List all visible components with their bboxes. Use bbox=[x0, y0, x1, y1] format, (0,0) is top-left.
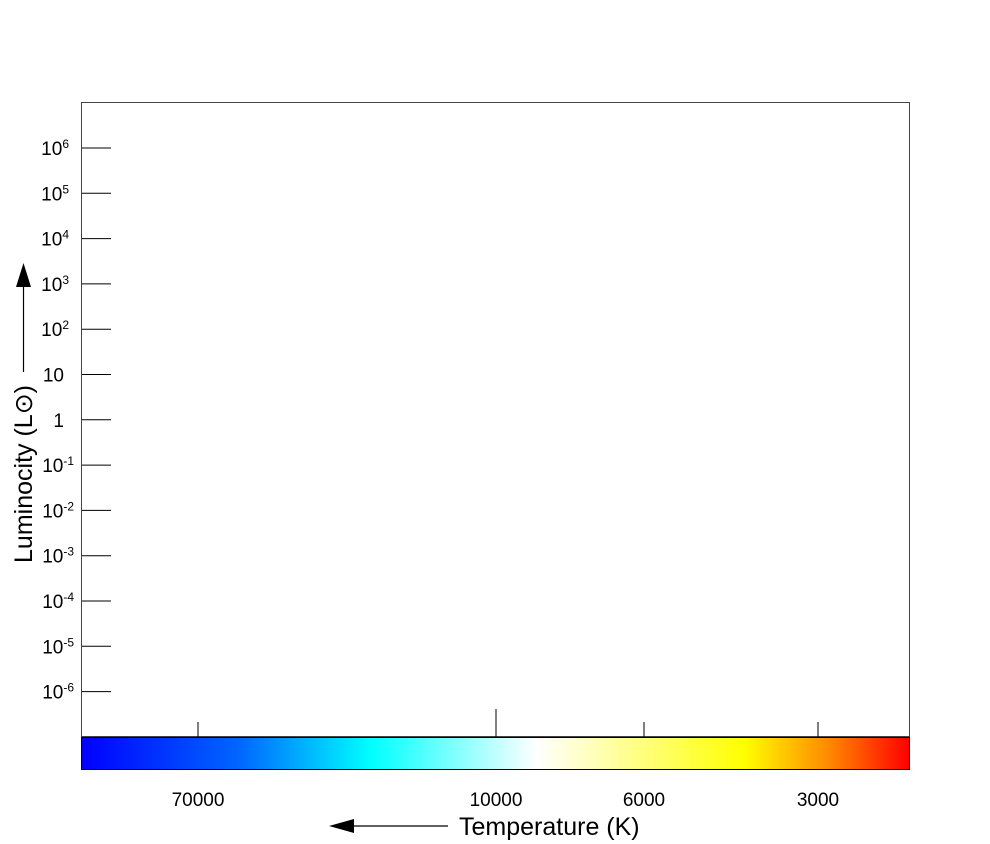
x-tick-label: 6000 bbox=[623, 790, 665, 811]
y-tick-label: 10-5 bbox=[42, 635, 74, 658]
x-axis-arrowhead bbox=[329, 819, 354, 833]
y-tick-label: 106 bbox=[41, 137, 69, 160]
x-tick-label: 70000 bbox=[172, 790, 225, 811]
x-tick-label: 3000 bbox=[797, 790, 839, 811]
y-tick-label: 102 bbox=[41, 318, 69, 341]
x-axis-title: Temperature (K) bbox=[459, 813, 640, 841]
y-tick-label: 105 bbox=[41, 182, 69, 205]
y-tick-label: 10-3 bbox=[42, 545, 74, 568]
y-tick-label: 104 bbox=[41, 228, 69, 251]
y-axis-arrowhead bbox=[16, 263, 31, 287]
y-axis-ticks: 10610510410310210110-110-210-310-410-510… bbox=[41, 137, 111, 704]
y-tick-label: 10-6 bbox=[42, 681, 74, 704]
y-axis-title-group: Luminocity (L⊙) bbox=[10, 263, 38, 563]
y-axis-title: Luminocity (L⊙) bbox=[10, 385, 38, 563]
x-tick-label: 10000 bbox=[470, 790, 523, 811]
temperature-colorbar bbox=[81, 737, 910, 770]
x-axis-title-group: Temperature (K) bbox=[329, 813, 640, 841]
x-axis-ticks: 70000 10000 6000 3000 bbox=[172, 709, 839, 811]
y-tick-label: 10-4 bbox=[42, 590, 74, 613]
y-tick-label: 10-2 bbox=[42, 499, 74, 522]
y-tick-label: 1 bbox=[53, 411, 64, 432]
y-tick-label: 10 bbox=[43, 366, 64, 387]
plot-frame bbox=[81, 102, 910, 737]
y-tick-label: 10-1 bbox=[42, 454, 74, 477]
y-tick-label: 103 bbox=[41, 273, 69, 296]
